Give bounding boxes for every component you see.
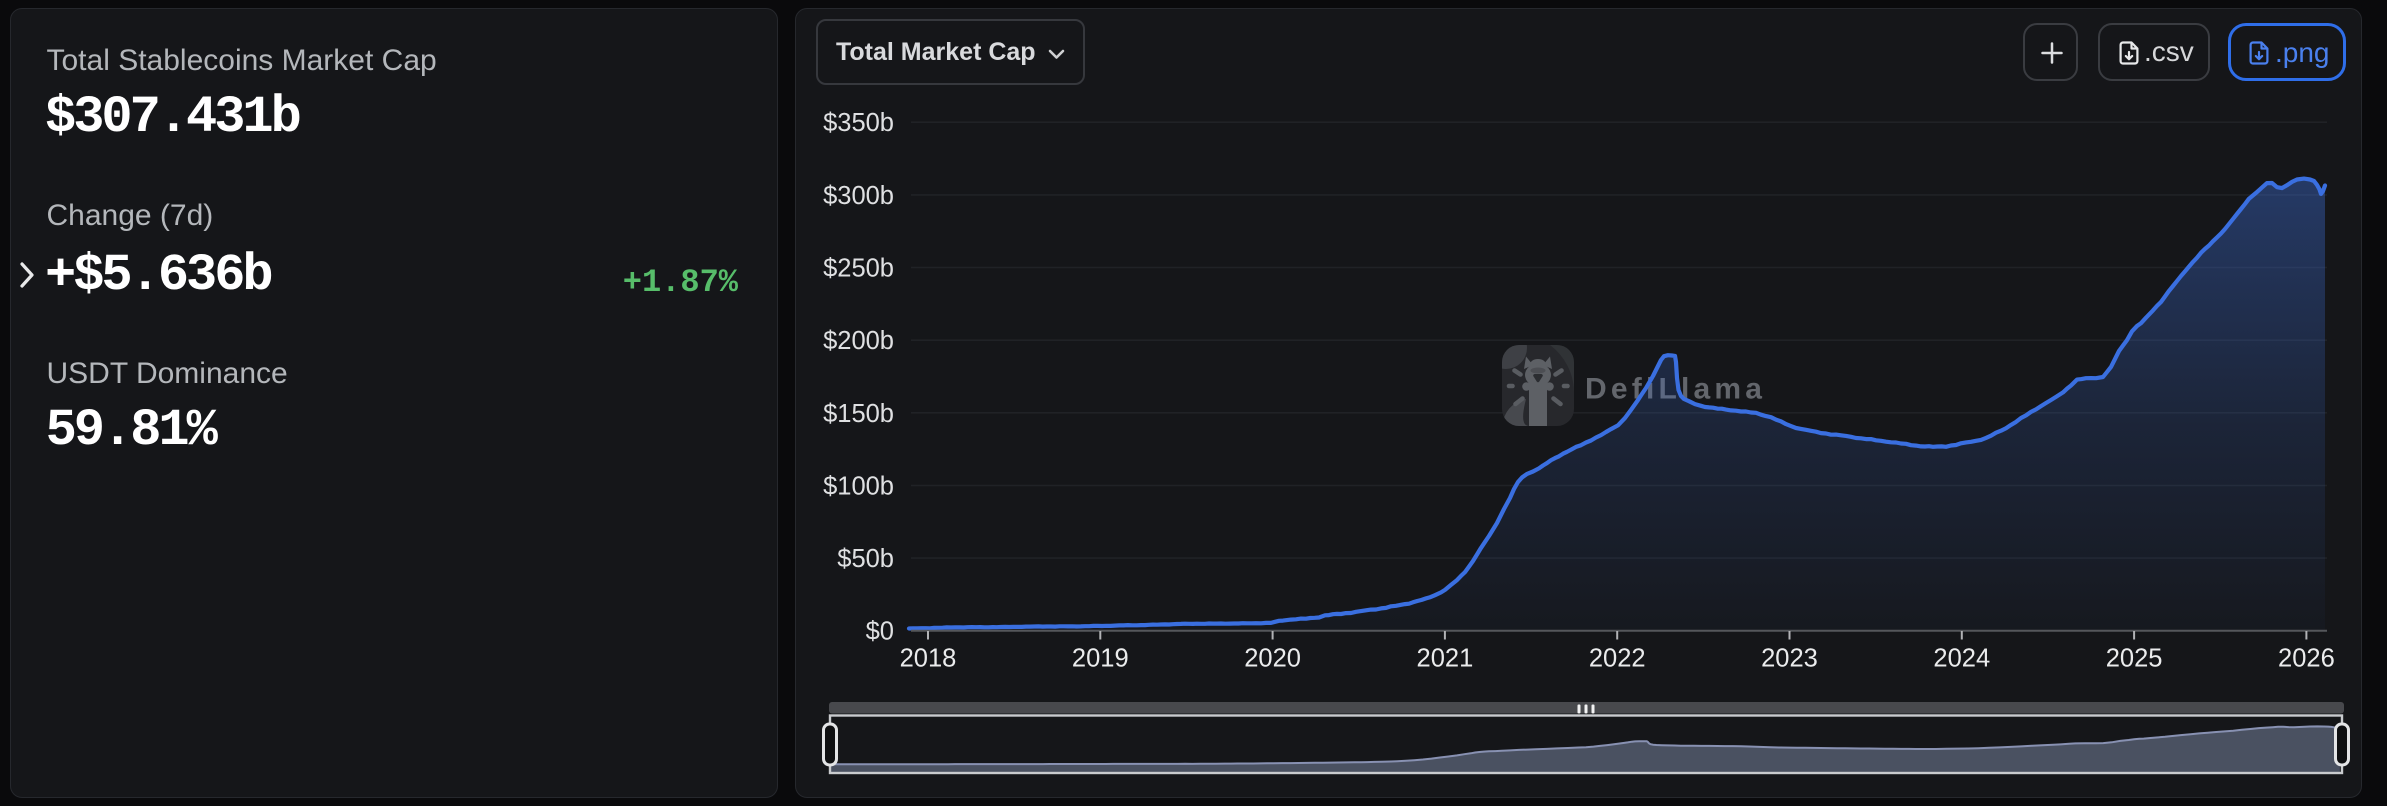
svg-text:2024: 2024 (1933, 645, 1990, 673)
svg-text:2019: 2019 (1072, 645, 1129, 673)
svg-text:2022: 2022 (1589, 645, 1646, 673)
svg-text:$100b: $100b (823, 473, 894, 501)
svg-text:2025: 2025 (2106, 645, 2163, 673)
svg-text:$50b: $50b (837, 545, 894, 573)
svg-text:2018: 2018 (900, 645, 957, 673)
svg-text:2020: 2020 (1244, 645, 1301, 673)
svg-text:$150b: $150b (823, 400, 894, 428)
svg-text:2021: 2021 (1417, 645, 1474, 673)
svg-text:$200b: $200b (823, 327, 894, 355)
svg-text:$350b: $350b (823, 109, 894, 137)
svg-text:2026: 2026 (2278, 645, 2335, 673)
svg-text:$300b: $300b (823, 182, 894, 210)
svg-text:2023: 2023 (1761, 645, 1818, 673)
svg-text:$250b: $250b (823, 255, 894, 283)
svg-text:$0: $0 (866, 618, 894, 646)
